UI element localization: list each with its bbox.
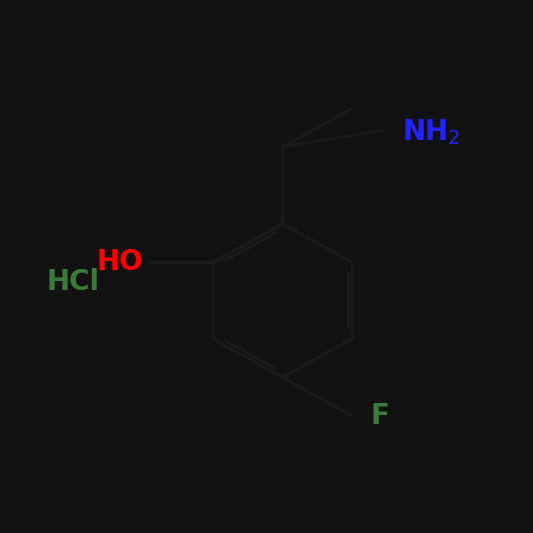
Text: NH$_2$: NH$_2$ xyxy=(402,117,461,147)
Text: HO: HO xyxy=(96,248,143,276)
Text: HCl: HCl xyxy=(47,269,100,296)
Text: F: F xyxy=(370,402,389,430)
